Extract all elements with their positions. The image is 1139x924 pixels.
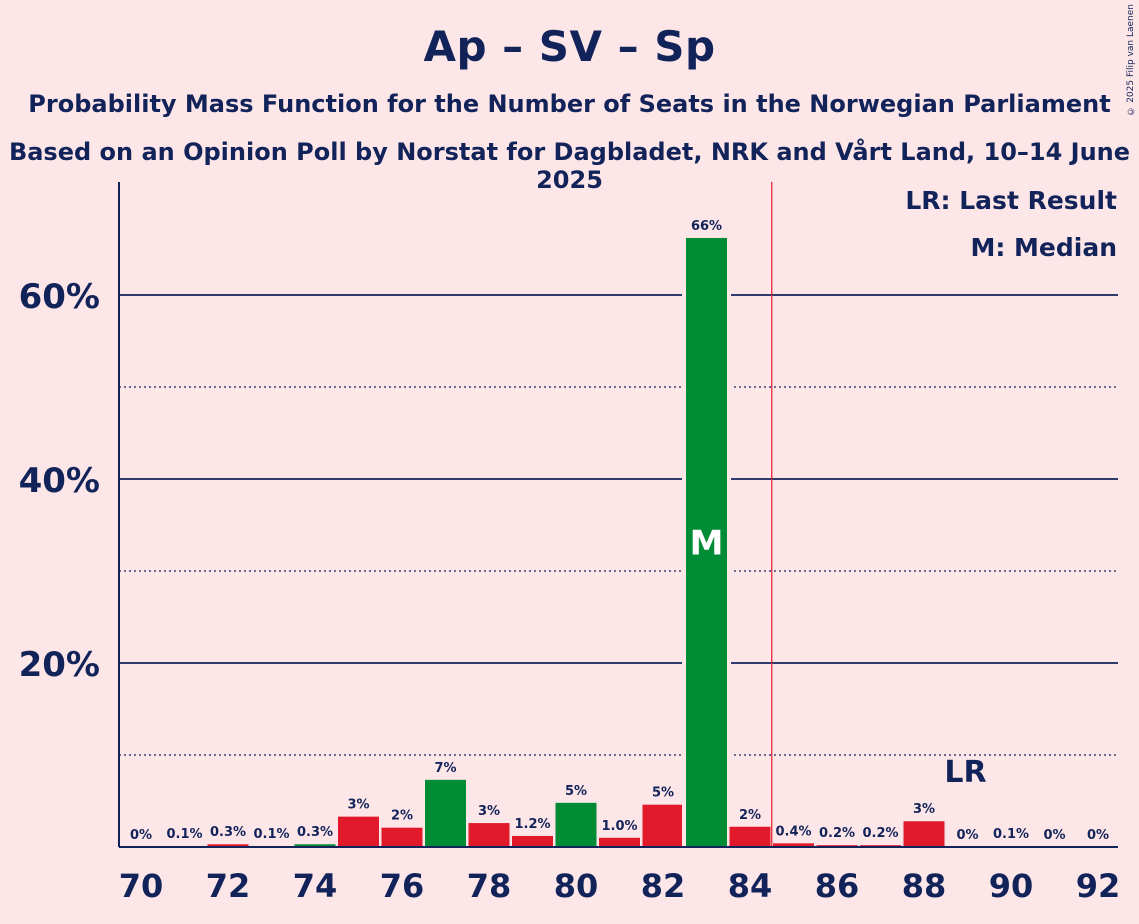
- bar-seat-79: [512, 835, 553, 847]
- bar-seat-85: [773, 843, 814, 847]
- x-tick-label: 84: [728, 867, 773, 905]
- data-label-seat-72: 0.3%: [210, 825, 246, 840]
- x-tick-label: 90: [989, 867, 1034, 905]
- bar-seat-74: [294, 844, 336, 847]
- bar-seat-72: [207, 844, 249, 847]
- y-tick-label: 60%: [19, 277, 100, 317]
- data-label-seat-81: 1.0%: [601, 819, 637, 834]
- bar-seat-78: [468, 823, 510, 847]
- data-label-seat-91: 0%: [1043, 828, 1065, 843]
- last-result-marker: LR: [944, 755, 986, 790]
- data-label-seat-92: 0%: [1087, 828, 1109, 843]
- bar-seat-88: [903, 821, 945, 847]
- bar-seat-82: [642, 804, 684, 847]
- chart-title: Ap – SV – Sp: [423, 22, 716, 71]
- bar-seat-77: [425, 779, 466, 847]
- bar-seat-83: [686, 237, 727, 847]
- x-tick-label: 86: [815, 867, 860, 905]
- legend-last-result: LR: Last Result: [905, 186, 1117, 215]
- x-tick-label: 74: [293, 867, 338, 905]
- bar-seat-81: [599, 837, 640, 847]
- y-tick-label: 40%: [19, 461, 100, 501]
- data-label-seat-75: 3%: [347, 798, 369, 813]
- x-tick-label: 88: [902, 867, 947, 905]
- chart-source: Based on an Opinion Poll by Norstat for …: [8, 138, 1131, 194]
- data-label-seat-85: 0.4%: [775, 824, 811, 839]
- data-label-seat-78: 3%: [478, 804, 500, 819]
- data-label-seat-73: 0.1%: [253, 827, 289, 842]
- data-label-seat-79: 1.2%: [514, 817, 550, 832]
- bar-seat-75: [338, 816, 379, 847]
- data-label-seat-70: 0%: [130, 828, 152, 843]
- bar-seat-76: [381, 827, 423, 847]
- chart-subtitle: Probability Mass Function for the Number…: [28, 90, 1111, 118]
- data-label-seat-77: 7%: [434, 761, 456, 776]
- x-tick-label: 82: [641, 867, 686, 905]
- x-tick-label: 72: [206, 867, 251, 905]
- median-marker: M: [690, 523, 724, 563]
- data-label-seat-89: 0%: [956, 828, 978, 843]
- bar-seat-80: [555, 802, 597, 847]
- data-label-seat-76: 2%: [391, 809, 413, 824]
- data-label-seat-83: 66%: [691, 219, 722, 234]
- data-label-seat-82: 5%: [652, 786, 674, 801]
- x-tick-label: 78: [467, 867, 512, 905]
- y-tick-label: 20%: [19, 645, 100, 685]
- x-tick-label: 76: [380, 867, 425, 905]
- data-label-seat-84: 2%: [739, 808, 761, 823]
- data-label-seat-74: 0.3%: [297, 825, 333, 840]
- data-label-seat-71: 0.1%: [166, 827, 202, 842]
- x-tick-label: 92: [1076, 867, 1121, 905]
- x-tick-label: 70: [119, 867, 164, 905]
- data-label-seat-80: 5%: [565, 784, 587, 799]
- bar-seat-84: [729, 826, 771, 847]
- data-label-seat-87: 0.2%: [862, 826, 898, 841]
- legend-median: M: Median: [970, 233, 1117, 262]
- data-label-seat-86: 0.2%: [819, 826, 855, 841]
- data-label-seat-88: 3%: [913, 802, 935, 817]
- x-tick-label: 80: [554, 867, 599, 905]
- data-label-seat-90: 0.1%: [993, 827, 1029, 842]
